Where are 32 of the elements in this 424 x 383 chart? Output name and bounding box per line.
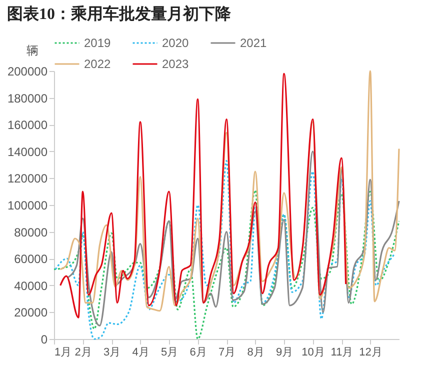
x-tick-label: 1月 bbox=[54, 346, 72, 358]
x-tick-label: 7月 bbox=[218, 346, 236, 358]
y-tick-label: 180000 bbox=[7, 91, 48, 106]
y-tick-label: 140000 bbox=[7, 144, 48, 159]
y-tick-label: 0 bbox=[40, 332, 48, 346]
x-tick-label: 2月 bbox=[74, 346, 92, 358]
line-series bbox=[67, 150, 400, 326]
x-tick-label: 6月 bbox=[190, 346, 207, 358]
legend-label: 2023 bbox=[162, 57, 190, 71]
line-series bbox=[60, 72, 347, 318]
x-tick-label: 11月 bbox=[330, 346, 354, 358]
legend-label: 2020 bbox=[162, 36, 190, 50]
legend-label: 2019 bbox=[84, 36, 112, 50]
x-tick-label: 8月 bbox=[247, 346, 264, 358]
y-axis-title: 辆 bbox=[26, 44, 38, 58]
x-tick-label: 4月 bbox=[132, 346, 150, 358]
y-tick-label: 20000 bbox=[14, 306, 48, 320]
x-tick-label: 10月 bbox=[302, 346, 325, 358]
legend-label: 2021 bbox=[240, 36, 268, 50]
y-tick-label: 40000 bbox=[14, 278, 48, 293]
y-tick-label: 120000 bbox=[7, 172, 48, 186]
x-tick-label: 9月 bbox=[276, 346, 294, 358]
y-tick-label: 100000 bbox=[7, 198, 48, 212]
x-tick-label: 12月 bbox=[359, 346, 382, 358]
chart-title: 图表10：乘用车批发量月初下降 bbox=[6, 5, 232, 23]
x-tick-label: 5月 bbox=[160, 346, 178, 358]
y-tick-label: 60000 bbox=[14, 252, 48, 266]
y-tick-label: 80000 bbox=[14, 225, 48, 240]
x-tick-label: 3月 bbox=[103, 346, 121, 358]
legend-label: 2022 bbox=[84, 57, 112, 71]
y-tick-label: 200000 bbox=[7, 64, 48, 78]
y-tick-label: 160000 bbox=[7, 118, 48, 132]
